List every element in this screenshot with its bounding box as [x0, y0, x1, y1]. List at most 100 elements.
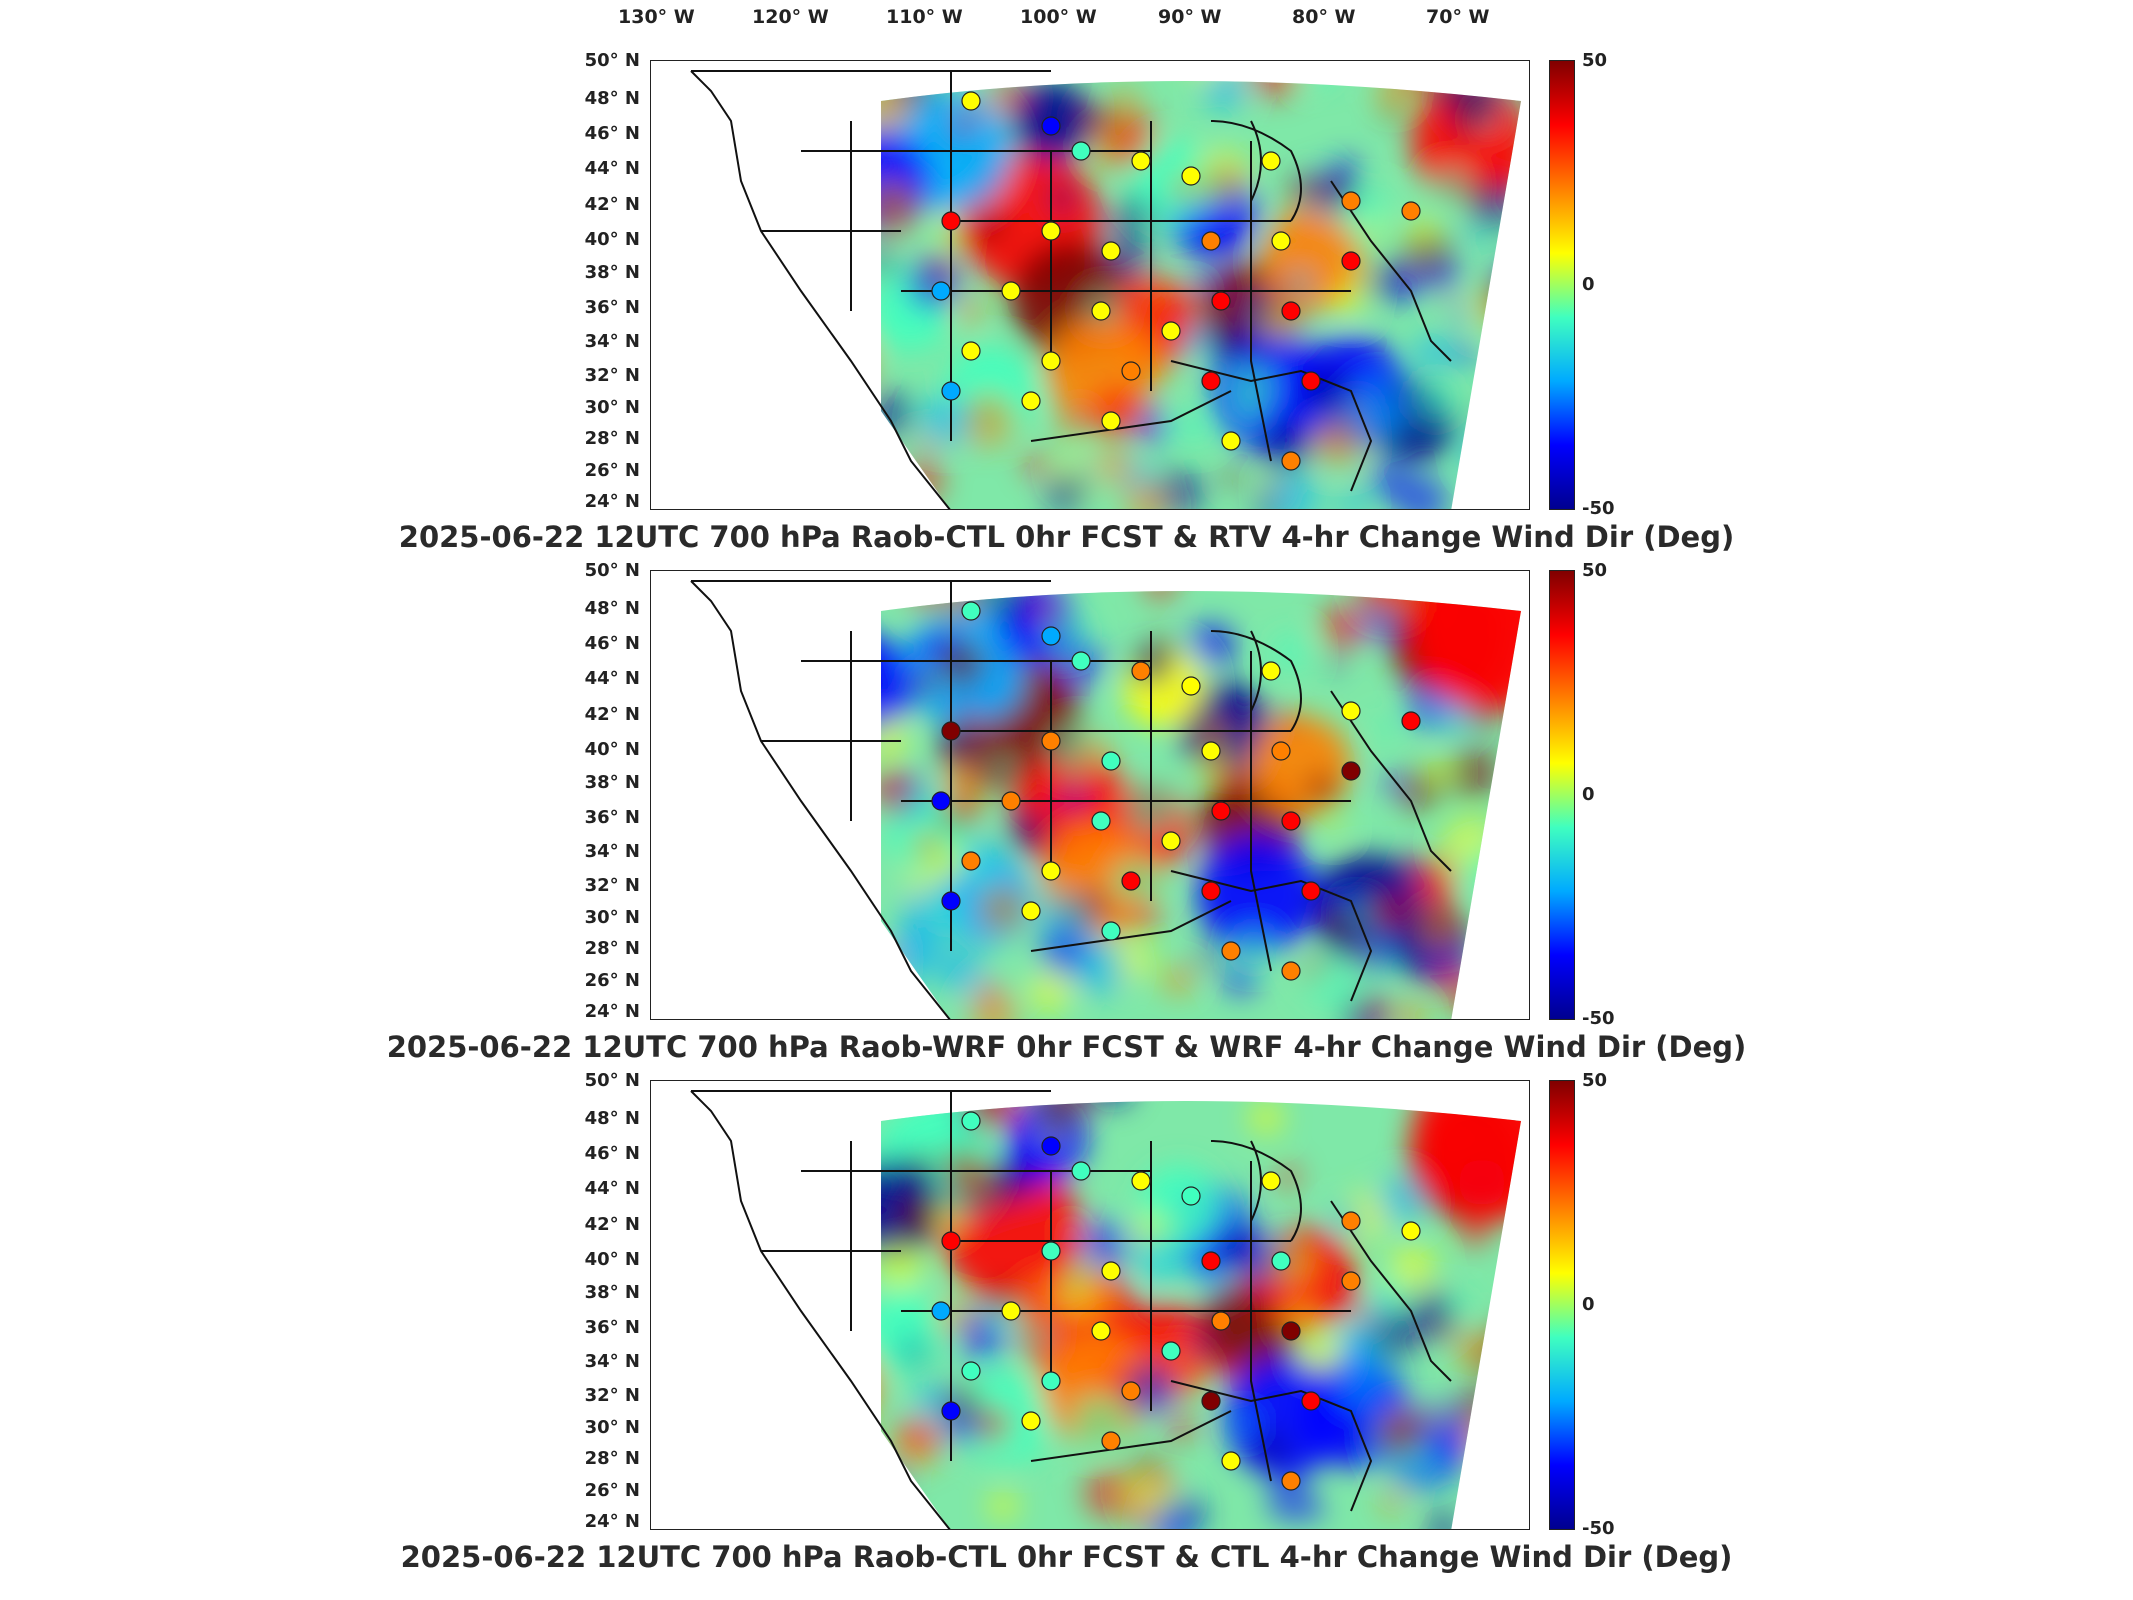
station-marker — [1021, 1411, 1041, 1431]
lat-label: 50° N — [584, 50, 640, 71]
station-marker — [1041, 221, 1061, 241]
colorbar — [1549, 1080, 1575, 1530]
station-marker — [1101, 1261, 1121, 1281]
station-marker — [1071, 1161, 1091, 1181]
wind-direction-field — [881, 591, 1521, 1019]
station-marker — [931, 791, 951, 811]
lat-label: 42° N — [584, 193, 640, 215]
station-marker — [1001, 791, 1021, 811]
colorbar-max-label: 50 — [1582, 1070, 1608, 1091]
station-marker — [1121, 361, 1141, 381]
station-marker — [1201, 1391, 1221, 1411]
lat-label: 42° N — [584, 1213, 640, 1235]
colorbar-max-label: 50 — [1582, 560, 1608, 581]
station-marker — [1341, 1271, 1361, 1291]
lat-label: 44° N — [584, 1178, 640, 1200]
map-panel-ctl: 50° N 48° N 46° N 44° N 42° N 40° N 38° N 36° N… — [0, 1070, 2133, 1580]
state-boundaries — [690, 580, 1452, 1019]
panel-title: 2025-06-22 12UTC 700 hPa Raob-CTL 0hr FC… — [398, 520, 1735, 554]
station-marker — [1101, 921, 1121, 941]
station-marker — [1041, 1241, 1061, 1261]
station-marker — [1131, 661, 1151, 681]
colorbar — [1549, 570, 1575, 1020]
panel-title: 2025-06-22 12UTC 700 hPa Raob-CTL 0hr FC… — [400, 1540, 1733, 1574]
station-marker — [1091, 811, 1111, 831]
station-marker — [1161, 1341, 1181, 1361]
station-marker — [1301, 371, 1321, 391]
station-marker — [931, 1301, 951, 1321]
colorbar — [1549, 60, 1575, 510]
station-marker — [1181, 676, 1201, 696]
colorbar-min-label: -50 — [1582, 1518, 1615, 1539]
station-marker — [1281, 1471, 1301, 1491]
station-marker — [1401, 201, 1421, 221]
raob-stations — [931, 91, 1421, 471]
lat-label: 32° N — [584, 365, 640, 386]
lat-label: 34° N — [584, 330, 640, 352]
wind-direction-field — [881, 1101, 1521, 1529]
station-marker — [1221, 431, 1241, 451]
station-marker — [941, 891, 961, 911]
station-marker — [961, 601, 981, 621]
lat-label: 32° N — [584, 875, 640, 896]
state-boundaries — [690, 70, 1452, 509]
lon-label: 130° W — [618, 6, 695, 28]
panel-title: 2025-06-22 12UTC 700 hPa Raob-WRF 0hr FC… — [386, 1030, 1747, 1064]
station-marker — [1041, 861, 1061, 881]
lat-label: 26° N — [584, 969, 640, 991]
station-marker — [1281, 1321, 1301, 1341]
station-marker — [1041, 1136, 1061, 1156]
station-marker — [961, 91, 981, 111]
station-marker — [1131, 151, 1151, 171]
station-marker — [1201, 1251, 1221, 1271]
station-marker — [1211, 1311, 1231, 1331]
lat-label: 30° N — [584, 396, 640, 418]
station-marker — [1121, 871, 1141, 891]
map-svg — [690, 70, 1521, 509]
station-marker — [1091, 301, 1111, 321]
colorbar-mid-label: 0 — [1582, 274, 1595, 295]
station-marker — [1041, 731, 1061, 751]
lat-label: 48° N — [584, 597, 640, 619]
lat-label: 40° N — [584, 738, 640, 760]
wind-direction-field — [881, 81, 1521, 509]
station-marker — [1261, 661, 1281, 681]
colorbar-min-label: -50 — [1582, 498, 1615, 519]
station-marker — [1341, 191, 1361, 211]
station-marker — [1341, 251, 1361, 271]
station-marker — [1101, 411, 1121, 431]
station-marker — [1281, 811, 1301, 831]
raob-stations — [931, 1111, 1421, 1491]
station-marker — [1201, 371, 1221, 391]
station-marker — [1021, 901, 1041, 921]
lat-label: 30° N — [584, 1416, 640, 1438]
station-marker — [941, 721, 961, 741]
lat-label: 26° N — [584, 1479, 640, 1501]
colorbar-mid-label: 0 — [1582, 1294, 1595, 1315]
station-marker — [1041, 351, 1061, 371]
state-boundaries — [690, 1090, 1452, 1529]
raob-stations — [931, 601, 1421, 981]
station-marker — [1101, 1431, 1121, 1451]
station-marker — [1221, 1451, 1241, 1471]
lat-label: 46° N — [584, 1143, 640, 1165]
lat-label: 38° N — [584, 1281, 640, 1303]
lat-label: 42° N — [584, 703, 640, 725]
lon-label: 110° W — [886, 6, 963, 28]
station-marker — [1281, 301, 1301, 321]
lat-label: 48° N — [584, 1107, 640, 1129]
lat-label: 26° N — [584, 459, 640, 481]
station-marker — [1281, 961, 1301, 981]
lat-label: 36° N — [584, 1316, 640, 1338]
station-marker — [1211, 291, 1231, 311]
station-marker — [961, 1361, 981, 1381]
station-marker — [1341, 761, 1361, 781]
colorbar-max-label: 50 — [1582, 50, 1608, 71]
station-marker — [1101, 751, 1121, 771]
colorbar-min-label: -50 — [1582, 1008, 1615, 1029]
station-marker — [1041, 1371, 1061, 1391]
lat-label: 24° N — [584, 1001, 640, 1022]
lon-label: 70° W — [1426, 6, 1490, 28]
station-marker — [1091, 1321, 1111, 1341]
station-marker — [1211, 801, 1231, 821]
